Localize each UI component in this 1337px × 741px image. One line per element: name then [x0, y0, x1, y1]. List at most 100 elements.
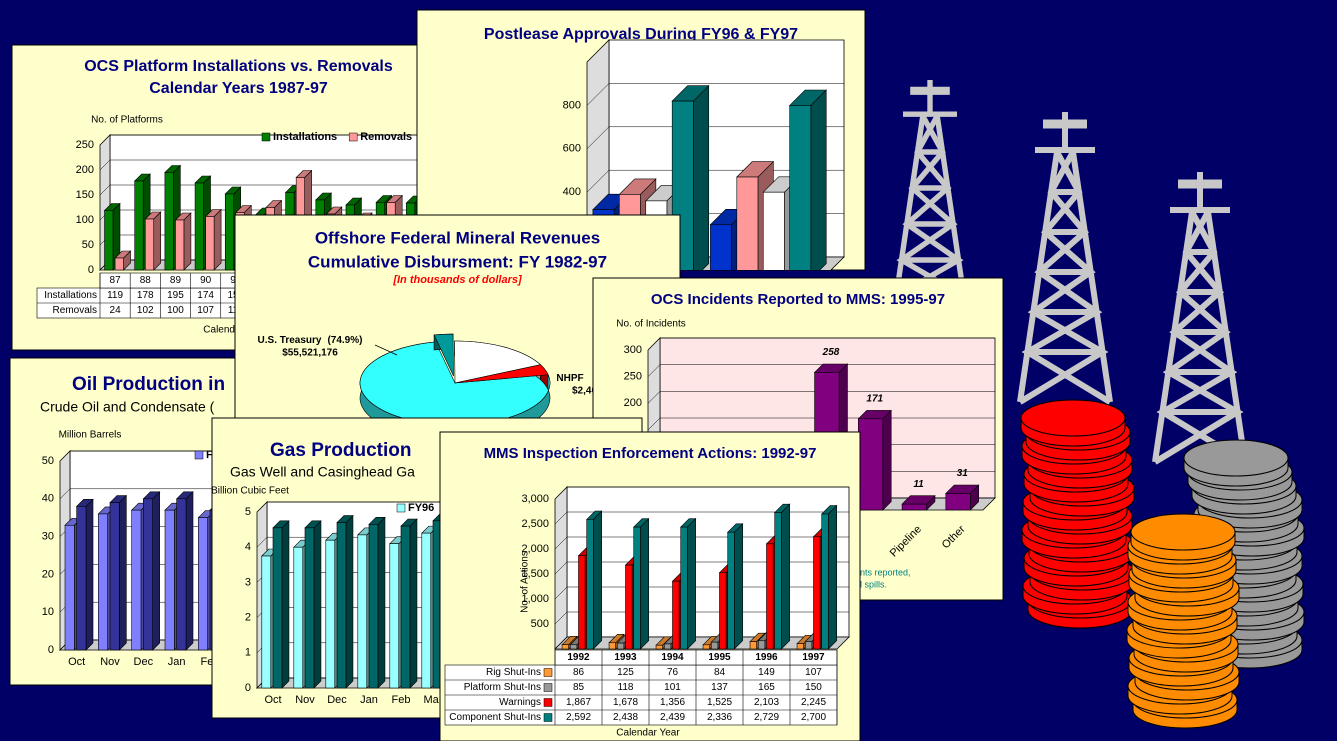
x-tick-label: Dec [134, 656, 154, 668]
chart-title: Oil Production in [72, 374, 225, 395]
footnote: ents reported, [855, 567, 911, 577]
x-tick-label: Dec [327, 694, 347, 706]
bar-side [184, 213, 191, 270]
y-tick-label: 30 [42, 531, 54, 543]
y-tick-label: 50 [82, 239, 94, 251]
pie-label: NHPF [556, 373, 583, 384]
table-cell: 2,729 [754, 712, 779, 723]
table-cell: 2,439 [660, 712, 685, 723]
bar-side [693, 86, 708, 279]
legend-label: Platform Shut-Ins [464, 682, 541, 693]
legend-swatch [544, 714, 552, 722]
bar-side [186, 492, 193, 650]
y-tick-label: 300 [624, 344, 642, 356]
y-tick-label: 500 [531, 618, 549, 630]
chart-panel: MMS Inspection Enforcement Actions: 1992… [440, 432, 860, 741]
x-tick-label: Jan [360, 694, 378, 706]
data-label: 258 [822, 347, 840, 358]
y-axis-label: No. of Platforms [91, 115, 163, 126]
bar-front [617, 643, 624, 649]
bar-side [314, 521, 321, 688]
x-tick-label: Feb [392, 694, 411, 706]
legend-label: Removals [53, 305, 97, 316]
bar-front [609, 643, 616, 649]
y-tick-label: 400 [563, 186, 581, 198]
bar [177, 492, 193, 650]
bar-side [378, 517, 385, 688]
legend-swatch [397, 504, 405, 512]
table-cell: 119 [107, 290, 123, 301]
pie-label-value: (74.9%) [327, 335, 362, 346]
bar-front [946, 493, 971, 510]
bar-front [165, 510, 174, 650]
y-tick-label: 200 [624, 397, 642, 409]
table-cell: 76 [667, 667, 679, 678]
bar-front [422, 533, 431, 688]
bar-front [77, 506, 86, 650]
y-tick-label: 800 [563, 99, 581, 111]
legend-swatch [544, 684, 552, 692]
bar-side [282, 521, 289, 688]
table-cell: 107 [197, 305, 214, 316]
y-axis-label: No. of Incidents [616, 319, 685, 330]
bar [858, 410, 891, 510]
bar-front [634, 527, 641, 649]
x-tick-label: Nov [295, 694, 315, 706]
bar-front [587, 519, 594, 649]
chart-title: OCS Incidents Reported to MMS: 1995-97 [651, 291, 945, 308]
bar-front [110, 503, 119, 650]
bar [206, 210, 221, 271]
table-cell: 2,336 [707, 712, 732, 723]
y-tick-label: 600 [563, 143, 581, 155]
chart-title: MMS Inspection Enforcement Actions: 1992… [484, 445, 817, 462]
table-cell: 86 [573, 667, 585, 678]
y-axis-label: Billion Cubic Feet [211, 486, 289, 497]
table-cell: 84 [714, 667, 726, 678]
table-cell: 149 [758, 667, 775, 678]
x-tick-label: Jan [168, 656, 186, 668]
bar-front [358, 535, 367, 688]
bar [775, 504, 790, 649]
legend-label: Removals [360, 131, 412, 143]
table-cell: 118 [618, 682, 634, 693]
table-cell: 165 [758, 682, 775, 693]
y-tick-label: 2 [245, 612, 251, 624]
bar-front [579, 556, 586, 649]
bar-front [195, 183, 203, 270]
bar-front [728, 532, 735, 649]
legend-swatch [349, 133, 357, 141]
legend-swatch [544, 699, 552, 707]
bar-front [664, 644, 671, 649]
bar-front [294, 547, 303, 688]
y-axis-label: Million Barrels [59, 430, 122, 441]
table-cell: 1,867 [566, 697, 591, 708]
table-cell: 1,678 [613, 697, 638, 708]
x-tick-label: Oct [264, 694, 281, 706]
y-axis-label: No. of Actions [520, 551, 531, 613]
bar-front [711, 642, 718, 649]
y-tick-label: 0 [88, 264, 94, 276]
bar-front [737, 177, 758, 279]
bar-front [797, 644, 804, 649]
y-tick-label: 10 [42, 606, 54, 618]
bar-front [673, 581, 680, 649]
bar-front [206, 217, 214, 271]
table-cell: 2,700 [801, 712, 826, 723]
table-cell: 100 [167, 305, 184, 316]
bar-front [177, 499, 186, 650]
bar [728, 524, 743, 649]
bar-front [262, 556, 271, 688]
bar [587, 511, 602, 649]
bar-front [626, 565, 633, 649]
table-cell: 178 [137, 290, 154, 301]
bar-front [105, 211, 113, 271]
bar-front [767, 544, 774, 649]
x-axis-label: Calendar Year [616, 728, 680, 739]
bar [634, 519, 649, 649]
bar-front [65, 525, 74, 650]
bar-front [143, 499, 152, 650]
x-tick-label: 1995 [708, 652, 731, 663]
y-tick-label: 40 [42, 493, 54, 505]
bar-front [758, 641, 765, 649]
bar-side [883, 410, 891, 510]
